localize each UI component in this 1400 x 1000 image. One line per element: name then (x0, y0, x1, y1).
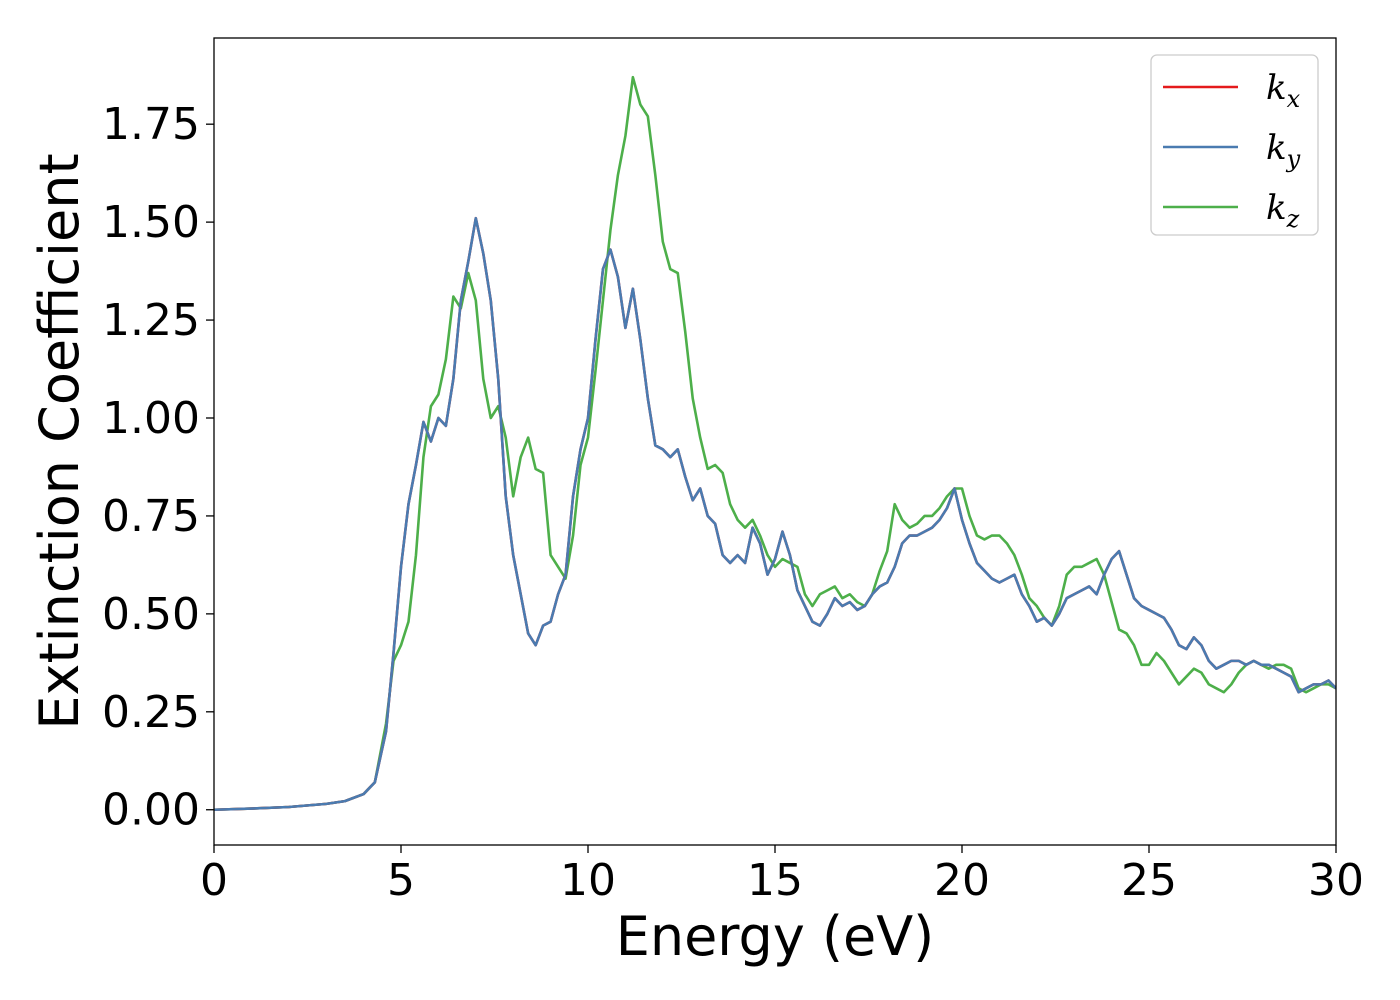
y-tick-label: 0.75 (102, 491, 200, 542)
x-tick-label: 30 (1308, 855, 1364, 906)
y-tick-label: 1.75 (102, 99, 200, 150)
x-axis-title: Energy (eV) (616, 905, 935, 968)
legend-entry-ky: ky (1266, 128, 1301, 173)
y-tick-label: 1.00 (102, 393, 200, 444)
series-line-ky (214, 216, 1336, 812)
legend-box (1150, 54, 1319, 236)
x-axis: 0 5 10 15 20 25 30 (200, 845, 1364, 906)
y-axis-title: Extinction Coefficient (28, 153, 91, 729)
x-tick-label: 25 (1121, 855, 1177, 906)
y-tick-label: 1.50 (102, 197, 200, 248)
x-tick-label: 0 (200, 855, 228, 906)
x-tick-label: 5 (387, 855, 415, 906)
y-tick-label: 0.25 (102, 687, 200, 738)
y-tick-label: 0.50 (102, 589, 200, 640)
series-line-kx (214, 216, 1336, 812)
y-axis: 0.00 0.25 0.50 0.75 1.00 1.25 1.50 1.75 (102, 99, 214, 836)
x-tick-label: 20 (934, 855, 990, 906)
x-tick-label: 15 (747, 855, 803, 906)
legend: kx ky kz (1150, 54, 1319, 236)
y-tick-label: 0.00 (102, 785, 200, 836)
y-tick-label: 1.25 (102, 295, 200, 346)
x-tick-label: 10 (560, 855, 616, 906)
legend-entry-kx: kx (1266, 68, 1301, 113)
legend-entry-kz: kz (1266, 188, 1300, 233)
plot-lines (214, 75, 1336, 812)
